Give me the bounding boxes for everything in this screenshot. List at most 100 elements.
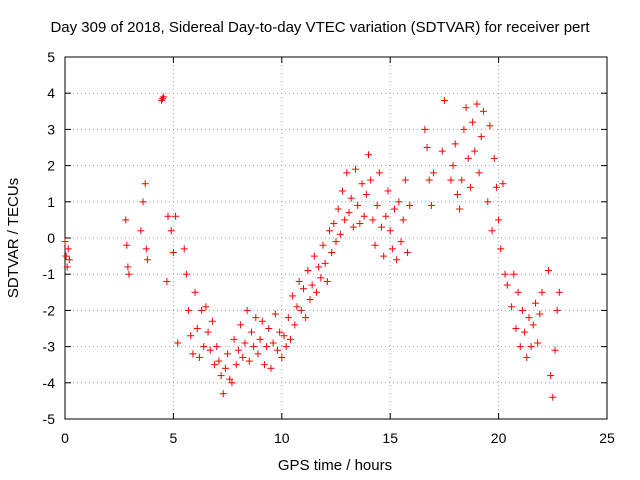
data-point [551,346,559,354]
data-point [226,375,234,383]
data-point [401,176,409,184]
y-tick-label: -3 [43,339,56,355]
data-point [211,361,219,369]
data-point [310,252,318,260]
y-tick-label: 4 [47,85,55,101]
data-point [406,201,414,209]
data-point [160,93,168,101]
data-point [343,169,351,177]
data-point [375,169,383,177]
data-point [239,353,247,361]
x-tick-label: 20 [491,430,507,446]
data-point [404,248,412,256]
data-point [339,187,347,195]
data-point [508,303,516,311]
data-point [547,372,555,380]
data-point [217,372,225,380]
data-point [189,350,197,358]
data-point [306,296,314,304]
data-point [312,288,320,296]
data-point [164,212,172,220]
y-tick-label: -5 [43,411,56,427]
data-point [536,310,544,318]
y-tick-label: 1 [47,194,55,210]
data-point [215,357,223,365]
chart-title: Day 309 of 2018, Sidereal Day-to-day VTE… [50,19,590,36]
data-point [510,270,518,278]
data-point [221,364,229,372]
data-point [534,339,542,347]
data-point [62,252,70,260]
data-series [61,93,563,401]
data-point [462,104,470,112]
data-point [273,346,281,354]
data-point [503,281,511,289]
data-point [380,252,388,260]
data-point [325,227,333,235]
data-point [237,321,245,329]
data-point [391,205,399,213]
data-point [258,317,266,325]
data-point [486,122,494,130]
data-point [204,328,212,336]
data-point [367,176,375,184]
data-point [141,180,149,188]
data-point [169,248,177,256]
data-point [451,140,459,148]
data-point [252,314,260,322]
data-point [477,133,485,141]
data-point [358,180,366,188]
data-point [531,299,539,307]
data-point [397,238,405,246]
data-point [425,176,433,184]
data-point [137,227,145,235]
data-point [241,339,249,347]
data-point [232,361,240,369]
data-point [549,393,557,401]
data-point [319,241,327,249]
data-point [388,245,396,253]
data-point [122,216,130,224]
data-point [321,259,329,267]
data-point [202,303,210,311]
data-point [263,343,271,351]
data-point [488,227,496,235]
data-point [360,212,368,220]
data-point [469,118,477,126]
y-tick-label: -4 [43,375,56,391]
data-point [304,267,312,275]
grid [64,56,608,420]
data-point [198,306,206,314]
data-point [299,285,307,293]
data-point [514,288,522,296]
data-point [553,306,561,314]
data-point [393,256,401,264]
data-point [317,274,325,282]
data-point [278,353,286,361]
data-point [378,223,386,231]
x-axis-label: GPS time / hours [278,457,392,474]
data-point [308,281,316,289]
data-point [260,361,268,369]
data-point [125,270,133,278]
data-point [521,328,529,336]
data-point [399,216,407,224]
data-point [265,325,273,332]
y-tick-label: -2 [43,302,56,318]
axis-ticks: 0 5 10 15 20 25 -5 -4 -3 -2 -1 0 1 2 3 4 5 [43,49,615,446]
y-tick-label: -1 [43,266,56,282]
data-point [291,321,299,329]
data-point [447,176,455,184]
data-point [185,306,193,314]
data-point [193,325,201,332]
data-point [195,353,203,361]
data-point [230,335,238,343]
data-point [471,147,479,155]
data-point [200,343,208,351]
x-tick-label: 10 [274,430,290,446]
data-point [362,191,370,199]
data-point [479,107,487,115]
data-point [341,216,349,224]
x-tick-label: 15 [382,430,398,446]
